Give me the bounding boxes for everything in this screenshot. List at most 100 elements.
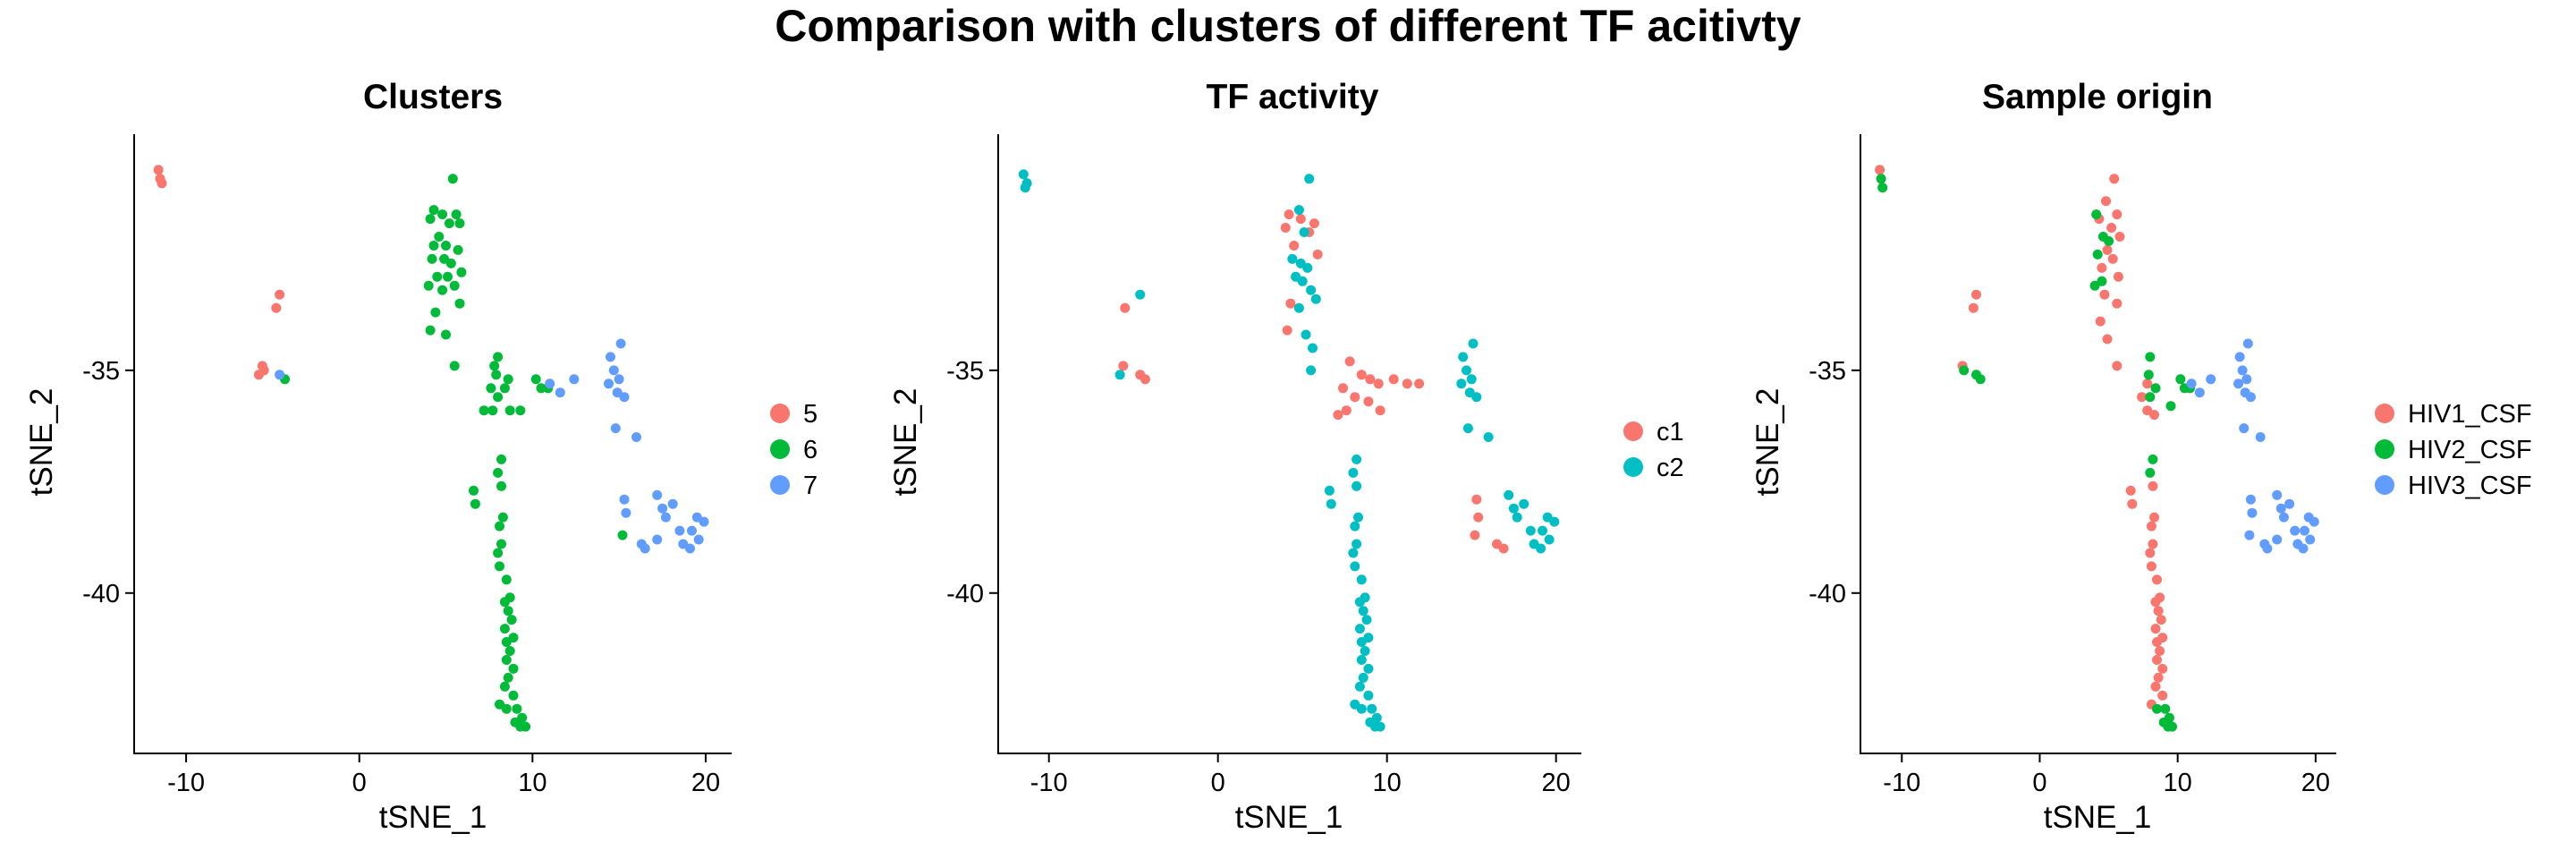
sample-origin-point-1-10	[2097, 276, 2107, 286]
panel-clusters-points	[153, 165, 709, 732]
sample-origin-point-0-27	[2146, 521, 2157, 532]
sample-origin-point-1-0	[1876, 174, 1886, 184]
tf-activity-point-0-25	[1333, 410, 1343, 421]
tf-activity-point-1-18	[1306, 365, 1317, 376]
sample-origin-point-1-12	[2143, 370, 2154, 380]
clusters-point-1-40	[496, 454, 506, 464]
panel-title-tf-activity: TF activity	[1207, 78, 1379, 116]
clusters-point-2-15	[652, 489, 663, 500]
sample-origin-point-0-12	[2097, 262, 2107, 273]
sample-origin-point-1-22	[2160, 703, 2171, 714]
clusters-point-1-4	[451, 209, 462, 220]
tf-activity-point-1-15	[1293, 302, 1304, 313]
tf-activity-point-1-6	[1293, 205, 1304, 216]
panel-tf-activity-y-label: tSNE_2	[888, 388, 923, 497]
sample-origin-point-1-26	[2167, 721, 2177, 732]
clusters-point-2-12	[631, 432, 641, 442]
sample-origin-point-0-1	[1971, 289, 1981, 300]
tf-activity-point-0-30	[1498, 543, 1509, 554]
tf-activity-point-0-10	[1312, 249, 1323, 259]
sample-origin-point-2-0	[2186, 378, 2197, 389]
tf-activity-point-1-59	[1504, 489, 1514, 500]
clusters-point-1-2	[428, 205, 439, 216]
sample-origin-point-2-10	[2239, 423, 2250, 434]
panel-tf-activity: TF activity -10 0 10 20 -35 -40 tSNE_1 tSNE_…	[888, 78, 1684, 835]
clusters-point-1-24	[441, 329, 451, 340]
tf-activity-point-1-64	[1549, 516, 1560, 527]
clusters-legend-label-1: 6	[803, 436, 818, 464]
clusters-point-1-27	[489, 361, 500, 371]
sample-origin-point-0-44	[2157, 690, 2168, 701]
tf-activity-legend-key-1	[1623, 457, 1643, 477]
sample-origin-legend-key-1	[2375, 439, 2394, 459]
tf-activity-point-1-66	[1538, 525, 1547, 536]
sample-origin-point-0-29	[2145, 548, 2156, 558]
sample-origin-point-0-10	[2102, 244, 2113, 255]
clusters-point-2-11	[610, 423, 621, 434]
tf-activity-x-tick-label-3: 20	[1542, 769, 1571, 797]
tf-activity-point-1-28	[1350, 561, 1360, 572]
clusters-point-1-61	[503, 672, 513, 683]
tf-activity-point-1-19	[1352, 454, 1362, 464]
panel-sample-origin-legend: HIV1_CSF HIV2_CSF HIV3_CSF	[2375, 400, 2532, 500]
tf-activity-point-1-20	[1348, 467, 1359, 478]
clusters-point-2-27	[685, 543, 695, 554]
panel-sample-origin-x-label: tSNE_1	[2044, 800, 2152, 835]
clusters-point-1-48	[493, 548, 504, 558]
sample-origin-point-0-4	[2109, 174, 2120, 184]
clusters-point-1-1	[447, 174, 458, 184]
tf-activity-point-0-24	[1375, 405, 1385, 416]
panel-tf-activity-x-ticks: -10 0 10 20	[1030, 753, 1571, 797]
tf-activity-point-1-67	[1544, 534, 1555, 545]
tf-activity-point-1-17	[1308, 343, 1318, 353]
clusters-point-2-25	[652, 534, 663, 545]
tf-activity-point-1-25	[1350, 521, 1360, 532]
sample-origin-point-0-41	[2157, 663, 2168, 674]
tf-activity-point-0-27	[1473, 512, 1484, 523]
sample-origin-point-1-21	[2152, 703, 2162, 714]
sample-origin-point-0-18	[2112, 361, 2123, 371]
sample-origin-point-0-23	[2148, 481, 2158, 491]
clusters-point-1-41	[493, 467, 504, 478]
panel-sample-origin-points	[1875, 165, 2319, 732]
panel-title-sample-origin: Sample origin	[1982, 78, 2213, 116]
sample-origin-point-2-4	[2242, 338, 2253, 349]
sample-origin-point-2-12	[2245, 494, 2256, 505]
sample-origin-point-0-34	[2153, 606, 2164, 617]
panel-clusters-y-ticks: -35 -40	[82, 357, 134, 608]
sample-origin-point-0-26	[2149, 512, 2159, 523]
sample-origin-point-1-2	[1959, 365, 1970, 376]
tf-activity-point-0-14	[1356, 370, 1367, 380]
clusters-point-2-2	[555, 387, 565, 398]
panel-tf-activity-x-label: tSNE_1	[1235, 800, 1343, 835]
clusters-point-1-21	[454, 298, 465, 309]
sample-origin-point-2-25	[2272, 534, 2283, 545]
clusters-point-1-17	[443, 271, 453, 282]
tf-activity-point-1-60	[1508, 503, 1519, 514]
clusters-point-1-59	[501, 655, 512, 665]
sample-origin-point-1-14	[2145, 392, 2156, 403]
clusters-point-2-0	[275, 370, 285, 380]
sample-origin-point-0-11	[2107, 253, 2118, 264]
tf-activity-point-0-2	[1140, 374, 1150, 385]
panel-clusters: Clusters -10 0 10 20 -35 -40 tSNE_1 tSNE_2 5…	[24, 78, 818, 835]
tf-activity-point-0-15	[1365, 374, 1376, 385]
sample-origin-point-0-39	[2155, 646, 2165, 656]
tf-activity-point-1-49	[1375, 721, 1385, 732]
clusters-point-1-55	[499, 624, 510, 634]
clusters-point-2-10	[619, 392, 630, 403]
tf-activity-y-tick-label-1: -40	[946, 580, 984, 608]
clusters-point-1-70	[521, 721, 531, 732]
clusters-point-0-3	[275, 289, 285, 300]
tf-activity-point-0-17	[1388, 374, 1399, 385]
tf-activity-point-1-42	[1363, 690, 1374, 701]
sample-origin-point-2-23	[2244, 530, 2255, 540]
tf-activity-point-0-6	[1309, 218, 1319, 229]
sample-origin-point-1-5	[2091, 209, 2102, 220]
tf-activity-point-1-8	[1287, 253, 1298, 264]
sample-origin-point-2-27	[2298, 543, 2309, 554]
sample-origin-point-0-43	[2150, 681, 2161, 692]
sample-origin-point-1-20	[2145, 467, 2156, 478]
tf-activity-point-0-26	[1471, 494, 1482, 505]
tf-activity-point-0-16	[1373, 378, 1384, 389]
